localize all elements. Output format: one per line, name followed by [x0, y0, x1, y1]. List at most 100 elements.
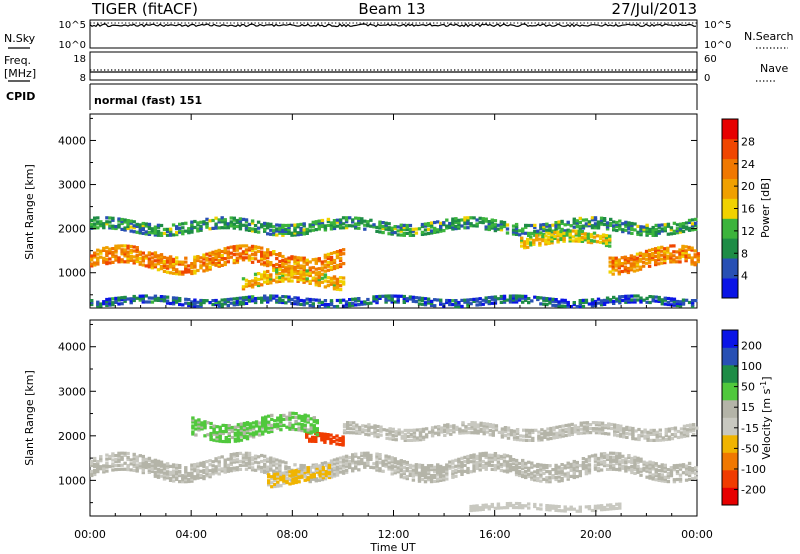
velocity-cell — [394, 432, 398, 436]
velocity-cell — [633, 461, 637, 465]
velocity-cell — [555, 435, 559, 439]
power-cell — [630, 300, 634, 304]
velocity-cell — [572, 463, 576, 468]
velocity-cell — [482, 430, 486, 434]
velocity-cell — [287, 478, 291, 482]
velocity-cell — [399, 469, 403, 473]
power-cell — [439, 302, 443, 306]
power-cell — [687, 255, 691, 259]
velocity-cell — [421, 435, 426, 439]
velocity-cell — [224, 428, 228, 432]
velocity-cell — [545, 480, 549, 484]
velocity-cell — [165, 476, 170, 480]
power-cell — [263, 272, 267, 276]
power-cell — [293, 300, 297, 304]
velocity-cell — [232, 458, 236, 462]
velocity-cell — [584, 460, 589, 464]
velocity-cell — [191, 424, 195, 428]
power-cell — [384, 227, 388, 231]
velocity-cell — [241, 463, 246, 467]
power-cell — [253, 247, 258, 251]
velocity-cell — [335, 461, 340, 465]
power-cell — [311, 220, 315, 224]
power-panel-frame — [89, 113, 698, 309]
power-cell — [633, 228, 637, 232]
power-cell — [420, 298, 425, 302]
velocity-cell — [625, 431, 629, 435]
power-cell — [681, 298, 686, 302]
velocity-cell — [482, 432, 486, 436]
power-cell — [335, 224, 340, 228]
power-cell — [581, 218, 586, 222]
velocity-cell — [406, 428, 411, 432]
power-cell — [308, 229, 312, 233]
power-cell — [253, 282, 258, 286]
velocity-cell — [514, 471, 519, 475]
velocity-cell — [685, 434, 690, 438]
velocity-cell — [314, 439, 318, 443]
velocity-cell — [254, 430, 259, 434]
velocity-cell — [391, 433, 395, 437]
power-cell — [466, 302, 470, 306]
velocity-cell — [138, 454, 142, 458]
x-tick-label: 04:00 — [175, 528, 207, 541]
velocity-cell — [318, 466, 322, 470]
power-cell — [638, 267, 643, 271]
velocity-cell — [323, 440, 327, 444]
power-cell — [360, 300, 364, 304]
power-cell — [305, 277, 309, 281]
power-cell — [604, 236, 609, 240]
power-cell — [335, 298, 340, 303]
power-cell — [181, 226, 185, 230]
power-cell — [617, 258, 621, 262]
velocity-cell — [445, 471, 449, 475]
velocity-cell — [484, 461, 488, 465]
velocity-cell — [141, 456, 145, 461]
power-colorbar-swatch — [722, 178, 738, 199]
power-cell — [402, 300, 406, 304]
power-cell — [633, 300, 637, 304]
power-cell — [293, 223, 297, 227]
velocity-cell — [512, 437, 517, 441]
velocity-cell — [690, 477, 695, 481]
power-cell — [168, 259, 173, 263]
velocity-cell — [141, 463, 145, 467]
power-cell — [129, 229, 133, 233]
velocity-cell — [463, 463, 467, 467]
power-cell — [533, 295, 537, 299]
velocity-cell — [171, 473, 176, 477]
velocity-cell — [247, 459, 252, 464]
velocity-cell — [440, 426, 444, 430]
velocity-cell — [291, 477, 295, 481]
power-cell — [250, 246, 255, 250]
velocity-cell — [627, 466, 631, 470]
power-cell — [690, 218, 695, 222]
velocity-cell — [93, 462, 97, 467]
power-cell — [220, 218, 224, 222]
power-cell — [399, 229, 403, 233]
velocity-cell — [490, 457, 494, 461]
velocity-cell — [242, 435, 247, 440]
power-cell — [596, 222, 601, 226]
velocity-cell — [570, 432, 574, 436]
velocity-cell — [558, 435, 562, 439]
velocity-cell — [618, 460, 622, 464]
power-cell — [96, 222, 100, 226]
velocity-cell — [296, 467, 300, 471]
power-cell — [442, 221, 446, 225]
power-cell — [690, 301, 695, 305]
velocity-cell — [472, 463, 476, 467]
power-cell — [354, 297, 358, 301]
power-cell — [611, 264, 615, 268]
power-cell — [256, 230, 261, 234]
velocity-cell — [379, 425, 383, 429]
velocity-cell — [648, 474, 652, 478]
power-cell — [287, 273, 291, 277]
power-cell — [648, 295, 652, 299]
velocity-cell — [227, 424, 231, 428]
velocity-cell — [369, 453, 373, 457]
velocity-cell — [388, 427, 392, 431]
velocity-cell — [218, 439, 222, 443]
power-cell — [256, 277, 261, 282]
velocity-cell — [135, 463, 139, 467]
